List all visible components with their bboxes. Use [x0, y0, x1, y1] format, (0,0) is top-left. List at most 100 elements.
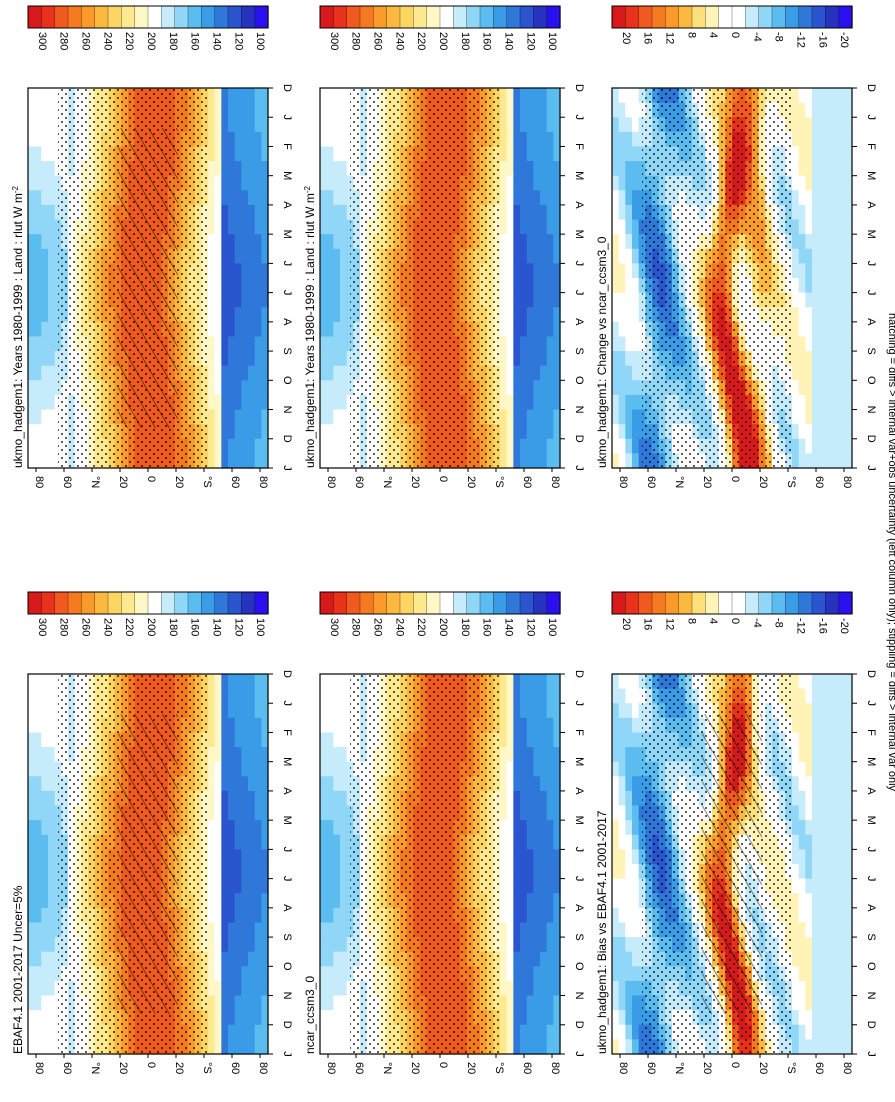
heatmap-cell [333, 88, 341, 104]
heatmap-cell [208, 409, 216, 425]
heatmap-cell [41, 161, 49, 177]
heatmap-cell [553, 849, 561, 865]
heatmap-cell [533, 966, 541, 982]
heatmap-cell [533, 951, 541, 967]
hatching [118, 128, 178, 428]
heatmap-cell [221, 131, 229, 148]
heatmap-cell [326, 394, 334, 411]
heatmap-cell [208, 278, 216, 294]
heatmap-cell [320, 278, 328, 294]
heatmap-cell [208, 893, 216, 909]
heatmap-cell [526, 424, 534, 440]
heatmap-cell [228, 907, 236, 924]
heatmap-cell [28, 878, 36, 894]
heatmap-cell [326, 717, 334, 734]
colorbar-swatch [493, 5, 508, 29]
heatmap-cell [533, 424, 541, 440]
heatmap-cell [41, 88, 49, 104]
heatmap-cell [320, 805, 328, 821]
heatmap-cell [234, 1024, 242, 1040]
heatmap-cell [326, 790, 334, 807]
heatmap-cell [261, 790, 269, 807]
heatmap-cell [553, 146, 561, 162]
heatmap-cell [41, 761, 49, 777]
heatmap-cell [798, 747, 806, 763]
heatmap-cell [520, 864, 528, 880]
heatmap-cell [41, 424, 49, 440]
heatmap-cell [326, 849, 334, 865]
heatmap-cell [333, 732, 341, 748]
heatmap-cell [792, 951, 800, 967]
month-label: F [281, 143, 293, 150]
heatmap-cell [546, 453, 554, 469]
lat-label: 20 [465, 1062, 477, 1074]
heatmap-cell [333, 703, 341, 719]
heatmap-cell [326, 1024, 334, 1040]
heatmap-cell [513, 834, 521, 850]
heatmap-cell [520, 146, 528, 162]
heatmap-cell [208, 204, 216, 221]
heatmap-cell [214, 278, 222, 294]
lat-label: 60 [521, 1062, 533, 1074]
heatmap-cell [812, 688, 820, 704]
colorbar-swatch [161, 591, 176, 615]
heatmap-cell [241, 1024, 249, 1040]
heatmap-cell [618, 688, 626, 704]
lat-label: °N [381, 1062, 393, 1074]
heatmap-cell [261, 951, 269, 967]
heatmap-cell [506, 292, 514, 308]
heatmap-cell [254, 951, 262, 967]
heatmap-cell [798, 878, 806, 894]
heatmap-cell [838, 849, 846, 865]
heatmap-cell [326, 321, 334, 338]
heatmap-cell [533, 703, 541, 719]
heatmap-cell [34, 937, 42, 953]
heatmap-cell [812, 790, 820, 807]
heatmap-cell [261, 292, 269, 308]
heatmap-cell [248, 849, 256, 865]
heatmap-cell [540, 776, 548, 792]
heatmap-cell [326, 922, 334, 938]
heatmap-cell [812, 1024, 820, 1040]
heatmap-cell [506, 995, 514, 1011]
heatmap-cell [553, 776, 561, 792]
heatmap-cell [513, 365, 521, 381]
colorbar-frame [27, 5, 269, 29]
heatmap-cell [254, 336, 262, 352]
heatmap-cell [506, 453, 514, 469]
heatmap-cell [234, 248, 242, 264]
heatmap-cell [241, 161, 249, 177]
colorbar-swatch [107, 591, 122, 615]
heatmap-cell [513, 248, 521, 264]
heatmap-cell [28, 761, 36, 777]
heatmap-cell [254, 1010, 262, 1026]
heatmap-cell [533, 248, 541, 264]
heatmap-cell [254, 966, 262, 982]
heatmap-cell [234, 117, 242, 133]
month-label: D [573, 84, 585, 92]
heatmap-cell [28, 263, 36, 279]
heatmap-cell [248, 409, 256, 425]
heatmap-cell [845, 703, 853, 719]
colorbar-swatch [54, 591, 69, 615]
heatmap-cell [500, 307, 508, 323]
lat-label: 0 [145, 1062, 157, 1068]
heatmap-cell [513, 966, 521, 982]
heatmap-cell [28, 307, 36, 323]
heatmap-cell [546, 820, 554, 836]
heatmap-cell [221, 117, 229, 133]
heatmap-cell [533, 1039, 541, 1055]
heatmap-cell [214, 424, 222, 440]
heatmap-cell [526, 732, 534, 748]
heatmap-cell [540, 805, 548, 821]
heatmap-cell [340, 805, 348, 821]
heatmap-cell [241, 365, 249, 381]
heatmap-cell [520, 175, 528, 191]
heatmap-cell [513, 951, 521, 967]
heatmap-cell [261, 424, 269, 440]
heatmap-cell [34, 204, 42, 221]
heatmap-cell [248, 864, 256, 880]
heatmap-cell [340, 790, 348, 807]
heatmap-cell [228, 1010, 236, 1026]
panel-title: EBAF4.1 2001-2017 Uncer=5% [11, 885, 25, 1054]
